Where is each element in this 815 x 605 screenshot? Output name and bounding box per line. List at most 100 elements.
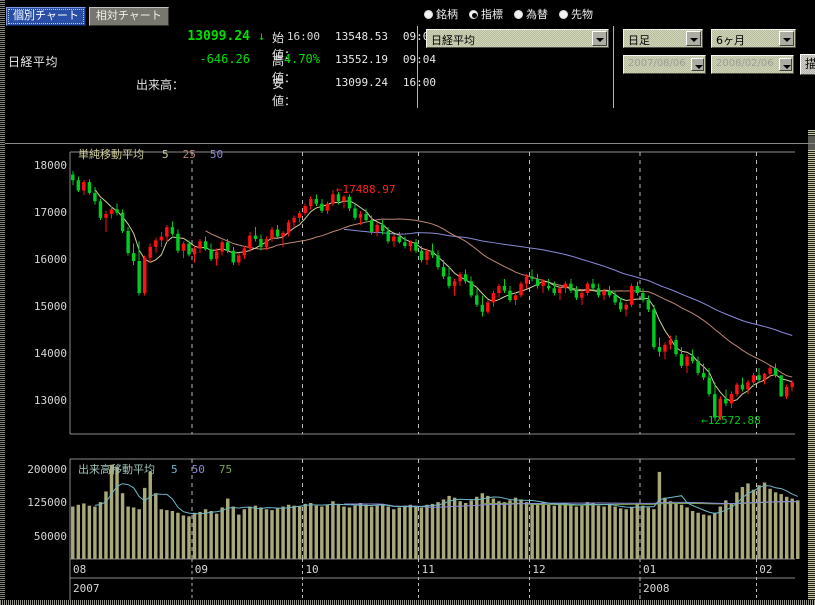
radio-meigara[interactable]: 銘柄 (424, 6, 458, 22)
volume-bar (154, 493, 158, 559)
volume-legend-title: 出来高移動平均 (78, 463, 155, 476)
candle-body (463, 274, 468, 282)
candle-body (630, 285, 634, 305)
volume-bar (690, 511, 695, 559)
candle-body (292, 217, 296, 223)
volume-bar (652, 509, 656, 559)
price-legend-period[interactable]: 25 (182, 148, 196, 161)
volume-bar (87, 505, 92, 559)
candle-body (679, 354, 684, 366)
candle-body (98, 201, 103, 218)
header-divider-2 (613, 26, 614, 108)
chevron-down-icon[interactable] (691, 58, 704, 71)
radio-sakimono[interactable]: 先物 (559, 6, 593, 22)
chevron-down-icon[interactable] (779, 31, 794, 46)
symbol-select[interactable]: 日経平均 (426, 29, 609, 48)
volume-bar (226, 498, 230, 559)
volume-bar (635, 503, 639, 559)
volume-bar (104, 491, 108, 559)
volume-bar (369, 506, 374, 559)
tab-individual-chart[interactable]: 個別チャート (6, 7, 86, 26)
volume-bar (347, 507, 352, 559)
candle-body (707, 377, 711, 395)
chart-canvas[interactable] (5, 144, 808, 600)
radio-dot-icon (514, 9, 523, 19)
last-price: 13099.24 (187, 29, 250, 44)
x-axis-month-label: 10 (305, 563, 319, 576)
candle-body (613, 295, 617, 303)
x-axis-month-label: 02 (759, 563, 773, 576)
volume-bar (170, 511, 175, 559)
volume-bar (508, 500, 512, 559)
volume-bar (558, 503, 562, 559)
volume-legend-period[interactable]: 5 (171, 463, 178, 476)
candle-body (591, 283, 595, 289)
volume-bar (480, 493, 485, 559)
volume-bar (497, 501, 501, 559)
date-to-select[interactable]: 2008/02/06 (711, 55, 794, 74)
interval-select[interactable]: 日足 (623, 29, 703, 48)
volume-bar (408, 504, 413, 559)
price-legend-period[interactable]: 50 (209, 148, 224, 161)
volume-bar (768, 488, 772, 559)
volume-bar (403, 505, 407, 559)
date-from-select[interactable]: 2007/08/06 (623, 55, 706, 74)
volume-bar (475, 496, 479, 559)
horizontal-scroll-strip[interactable] (0, 600, 815, 605)
candle-body (690, 356, 695, 362)
volume-bar (159, 509, 164, 559)
volume-bar (386, 506, 390, 559)
tab-relative-chart[interactable]: 相対チャート (88, 7, 169, 26)
chevron-down-icon[interactable] (686, 31, 701, 46)
x-axis-year-label: 2007 (73, 582, 100, 595)
volume-legend: 出来高移動平均 5 50 75 (78, 461, 232, 477)
candle-body (214, 251, 219, 260)
range-select[interactable]: 6ヶ月 (711, 29, 796, 48)
price-change: -646.26 (199, 52, 250, 66)
volume-bar (436, 502, 440, 559)
candle-body (746, 382, 750, 390)
volume-legend-period[interactable]: 50 (191, 463, 205, 476)
candle-body (447, 276, 451, 286)
candle-body (480, 304, 485, 312)
candle-body (131, 253, 136, 262)
radio-shihyou[interactable]: 指標 (469, 6, 503, 22)
volume-legend-period[interactable]: 75 (218, 463, 233, 476)
candle-body (237, 255, 241, 263)
volume-bar (502, 502, 507, 559)
chevron-down-icon[interactable] (592, 31, 607, 46)
candle-body (657, 347, 662, 352)
volume-bar (458, 501, 462, 559)
candle-body (358, 214, 363, 218)
volume-bar (707, 515, 711, 559)
volume-bar (784, 496, 789, 559)
volume-bar (253, 505, 258, 559)
candle-body (148, 246, 152, 258)
volume-bar (331, 501, 335, 559)
radio-kawase[interactable]: 為替 (514, 6, 548, 22)
header-bar: 個別チャート 相対チャート 日経平均 13099.24 ↓ 16:00 -646… (0, 0, 815, 144)
volume-bar (176, 512, 180, 559)
vertical-scrollbar[interactable] (808, 130, 815, 600)
volume-bar (275, 507, 280, 559)
candle-body (264, 238, 269, 247)
volume-y-tick-label: 200000 (27, 463, 67, 477)
volume-bar (303, 503, 307, 559)
volume-bar (713, 512, 717, 559)
draw-button[interactable]: 描 (800, 54, 815, 75)
volume-bar (198, 511, 202, 559)
price-legend-title: 単純移動平均 (78, 148, 144, 161)
candle-body (154, 240, 158, 247)
instrument-name: 日経平均 (8, 55, 59, 69)
chevron-down-icon[interactable] (779, 58, 792, 71)
price-legend-period[interactable]: 5 (162, 148, 169, 161)
volume-bar (607, 504, 612, 559)
volume-bar (524, 502, 529, 559)
symbol-select-value: 日経平均 (431, 34, 475, 47)
header-separator (5, 143, 815, 144)
volume-bar (120, 493, 125, 559)
left-scroll-strip[interactable] (0, 0, 5, 605)
volume-bar (392, 509, 396, 559)
candle-body (663, 344, 667, 352)
volume-bar (165, 510, 169, 559)
